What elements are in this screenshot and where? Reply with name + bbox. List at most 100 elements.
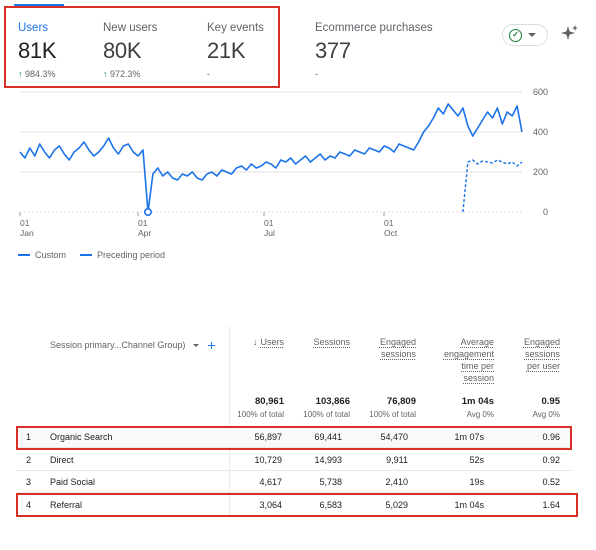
sparkle-icon[interactable] (560, 24, 580, 44)
legend-label: Preceding period (97, 250, 166, 260)
cell-value: 1.64 (542, 500, 560, 510)
chevron-down-icon (528, 33, 536, 37)
check-circle-icon: ✓ (509, 28, 522, 42)
metric-delta: - (207, 69, 264, 79)
x-tick-label: Oct (384, 228, 398, 238)
metric-value: 81K (18, 38, 57, 63)
metric-delta-value: 972.3% (110, 69, 141, 79)
metric-delta-value: 984.3% (25, 69, 56, 79)
total-pct: 100% of total (303, 410, 350, 419)
total-engaged-sessions: 76,809 (386, 396, 416, 407)
row-index: 2 (26, 455, 32, 465)
legend-item-custom[interactable]: Custom (18, 250, 66, 260)
cell-value: 69,441 (314, 432, 342, 442)
x-tick-label: 01 (20, 218, 30, 228)
metric-key-events[interactable]: Key events 21K - (207, 22, 264, 79)
total-pct: 100% of total (369, 410, 416, 419)
total-engaged-per-user: 0.95 (541, 396, 561, 407)
y-tick-label: 200 (533, 167, 548, 177)
header-label: Engaged sessions (379, 337, 416, 359)
channel-name[interactable]: Organic Search (50, 432, 113, 442)
row-index: 4 (26, 500, 32, 510)
cell-value: 52s (469, 455, 484, 465)
metrics-highlight-box (4, 6, 280, 88)
row-index: 3 (26, 477, 32, 487)
cell-value: 0.96 (542, 432, 560, 442)
metric-label: New users (103, 22, 158, 34)
add-dimension-icon[interactable]: + (207, 337, 216, 353)
col-header-engaged-sessions[interactable]: Engaged sessions (364, 336, 416, 360)
dimension-label: Session primary...Channel Group) (50, 340, 186, 350)
table-row[interactable]: 1 Organic Search 56,897 69,441 54,470 1m 07s 0… (16, 426, 572, 448)
col-header-users[interactable]: ↓ Users (240, 336, 284, 348)
cell-value: 10,729 (254, 455, 282, 465)
series-line-preceding-period (462, 159, 523, 213)
up-arrow-icon: ↑ (18, 69, 23, 79)
header-label: Sessions (313, 337, 350, 347)
cell-value: 6,583 (319, 500, 342, 510)
channel-name[interactable]: Direct (50, 455, 74, 465)
col-header-sessions[interactable]: Sessions (298, 336, 350, 348)
table-row[interactable]: 3 Paid Social 4,617 5,738 2,410 19s 0.52 (16, 471, 572, 493)
y-tick-label: 600 (533, 87, 548, 97)
x-tick-label: 01 (384, 218, 394, 228)
status-dropdown[interactable]: ✓ (502, 24, 548, 46)
metric-users[interactable]: Users 81K ↑ 984.3% (18, 22, 57, 79)
metric-delta: - (315, 69, 433, 79)
x-tick-label: 01 (138, 218, 148, 228)
metric-value: 80K (103, 38, 142, 63)
metric-delta: ↑ 972.3% (103, 69, 157, 79)
header-label: Average engagement time per session (443, 337, 494, 383)
channel-name[interactable]: Referral (50, 500, 83, 510)
series-line-custom (19, 103, 523, 213)
solid-line-swatch (18, 254, 30, 256)
header-label: Engaged sessions per user (523, 337, 560, 371)
cell-value: 2,410 (385, 477, 408, 487)
x-tick-label: 01 (264, 218, 274, 228)
table-row[interactable]: 2 Direct 10,729 14,993 9,911 52s 0.92 (16, 449, 572, 471)
channel-table: Session primary...Channel Group) + ↓ User… (0, 326, 596, 550)
cell-value: 5,029 (385, 500, 408, 510)
sort-arrow-icon: ↓ (252, 337, 258, 347)
dashed-line-swatch (80, 254, 93, 256)
cell-value: 54,470 (380, 432, 408, 442)
x-tick-label: Jul (264, 228, 275, 238)
cell-value: 0.92 (542, 455, 560, 465)
metric-label: Users (18, 22, 49, 34)
cell-value: 0.52 (542, 477, 560, 487)
total-pct: 100% of total (237, 410, 284, 419)
total-users: 80,961 (254, 396, 284, 407)
metric-value: 377 (315, 38, 351, 63)
metric-value: 21K (207, 38, 246, 63)
total-avg-engagement-time: 1m 04s (461, 396, 494, 407)
overview-card: Users 81K ↑ 984.3% New users 80K ↑ 972.3… (0, 0, 596, 270)
anomaly-point[interactable] (143, 208, 152, 217)
metric-new-users[interactable]: New users 80K ↑ 972.3% (103, 22, 157, 79)
total-sessions: 103,866 (315, 396, 350, 407)
total-pct: Avg 0% (466, 410, 494, 419)
cell-value: 1m 04s (454, 500, 484, 510)
up-arrow-icon: ↑ (103, 69, 108, 79)
metric-delta-value: - (207, 69, 210, 79)
metric-ecommerce-purchases[interactable]: Ecommerce purchases 377 - (315, 22, 433, 79)
dimension-column-header[interactable]: Session primary...Channel Group) + (50, 338, 216, 352)
cell-value: 9,911 (386, 455, 408, 465)
column-divider (229, 326, 230, 516)
row-highlight-box (16, 493, 578, 517)
header-label: Users (260, 337, 284, 347)
chevron-down-icon[interactable] (193, 343, 200, 347)
col-header-engaged-per-user[interactable]: Engaged sessions per user (516, 336, 560, 372)
chart-legend: Custom Preceding period (18, 250, 165, 260)
legend-label: Custom (35, 250, 67, 260)
cell-value: 19s (469, 477, 484, 487)
cell-value: 14,993 (314, 455, 342, 465)
metric-delta: ↑ 984.3% (18, 69, 56, 79)
col-header-avg-engagement-time[interactable]: Average engagement time per session (440, 336, 494, 384)
metric-label: Ecommerce purchases (315, 22, 433, 34)
metric-label: Key events (207, 22, 264, 34)
legend-item-preceding[interactable]: Preceding period (80, 250, 165, 260)
cell-value: 1m 07s (454, 432, 484, 442)
channel-name[interactable]: Paid Social (50, 477, 96, 487)
cell-value: 4,617 (259, 477, 282, 487)
